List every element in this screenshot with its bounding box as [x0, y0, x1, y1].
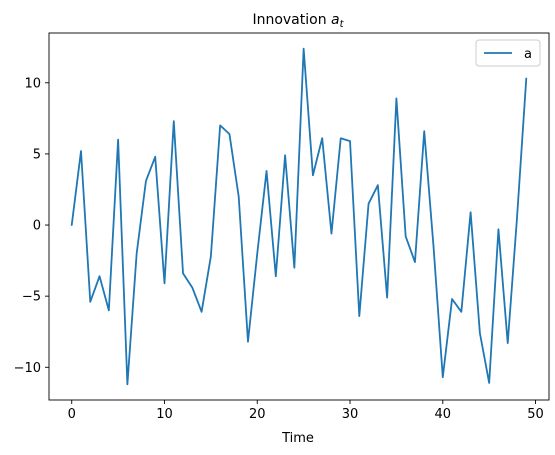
x-tick-label: 30: [342, 407, 359, 422]
x-tick-label: 20: [249, 407, 266, 422]
x-tick-label: 40: [435, 407, 452, 422]
y-tick-label: 5: [33, 147, 41, 162]
x-tick-label: 10: [156, 407, 173, 422]
legend-label-a: a: [524, 47, 532, 62]
y-axis-ticks: −10 −5 0 5 10: [14, 76, 49, 376]
plot-frame: [48, 32, 550, 401]
y-tick-label: −5: [22, 290, 41, 305]
chart-title-subscript: t: [340, 19, 345, 30]
series-line-a: [70, 47, 528, 386]
chart-title-text: Innovation: [252, 12, 326, 28]
chart-title-symbol: a: [331, 12, 340, 28]
y-tick-label: 0: [33, 219, 41, 234]
y-tick-label: 10: [24, 76, 41, 91]
x-axis-label: Time: [281, 431, 314, 446]
y-tick-label: −10: [14, 361, 41, 376]
legend: a: [475, 39, 541, 67]
chart-title: Innovation at: [252, 12, 344, 30]
x-tick-label: 50: [527, 407, 544, 422]
x-tick-label: 0: [68, 407, 76, 422]
x-axis-ticks: 0 10 20 30 40 50: [68, 400, 544, 422]
